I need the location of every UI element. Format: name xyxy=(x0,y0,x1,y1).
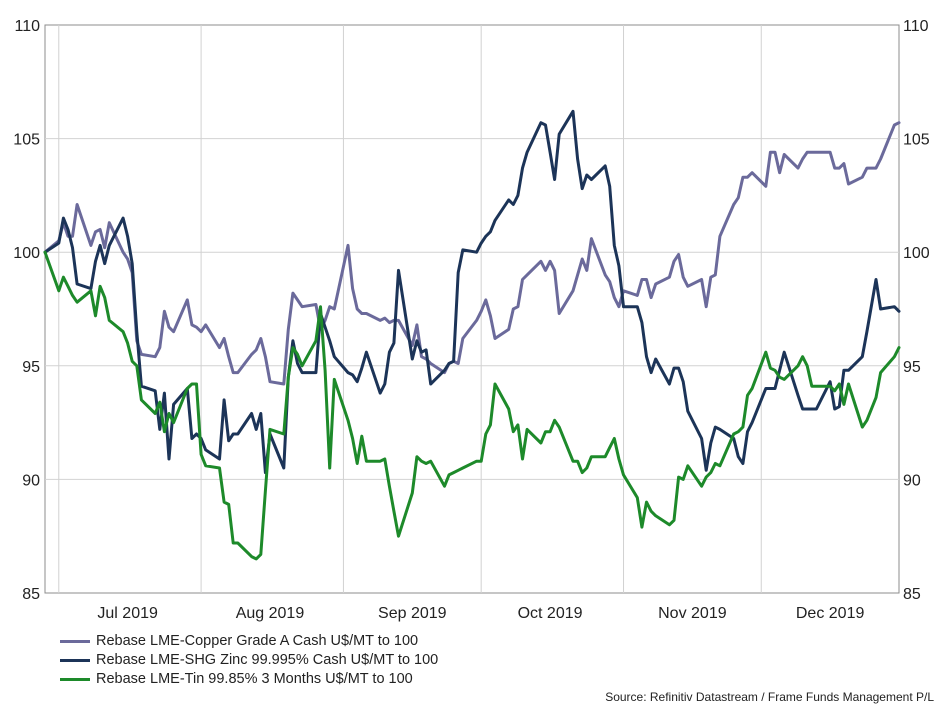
grid xyxy=(45,25,899,593)
x-tick-0: Jul 2019 xyxy=(97,605,158,622)
x-tick-5: Dec 2019 xyxy=(796,605,865,622)
y-tick-left-100: 100 xyxy=(13,245,40,262)
legend-item-zinc: Rebase LME-SHG Zinc 99.995% Cash U$/MT t… xyxy=(60,651,438,670)
y-tick-right-110: 110 xyxy=(903,18,929,35)
x-tick-4: Nov 2019 xyxy=(658,605,727,622)
y-tick-right-90: 90 xyxy=(903,472,921,489)
legend-item-tin: Rebase LME-Tin 99.85% 3 Months U$/MT to … xyxy=(60,670,438,689)
series-line-1 xyxy=(43,109,901,475)
y-tick-left-85: 85 xyxy=(22,586,40,603)
y-tick-left-95: 95 xyxy=(22,359,40,376)
series-group xyxy=(43,109,901,561)
legend-label-tin: Rebase LME-Tin 99.85% 3 Months U$/MT to … xyxy=(96,671,413,687)
x-tick-1: Aug 2019 xyxy=(236,605,305,622)
line-chart: 85 90 95 100 105 110 85 90 95 100 105 110 Jul 2019… xyxy=(13,18,930,622)
y-tick-left-110: 110 xyxy=(14,18,40,35)
legend-swatch-tin xyxy=(60,678,90,681)
legend: Rebase LME-Copper Grade A Cash U$/MT to … xyxy=(60,632,438,689)
legend-swatch-copper xyxy=(60,640,90,643)
y-tick-right-95: 95 xyxy=(903,359,921,376)
series-line-0 xyxy=(43,121,901,386)
y-axis-right: 85 90 95 100 105 110 xyxy=(903,18,930,603)
y-tick-right-100: 100 xyxy=(903,245,930,262)
x-tick-3: Oct 2019 xyxy=(518,605,583,622)
y-tick-right-85: 85 xyxy=(903,586,921,603)
legend-item-copper: Rebase LME-Copper Grade A Cash U$/MT to … xyxy=(60,632,438,651)
legend-label-copper: Rebase LME-Copper Grade A Cash U$/MT to … xyxy=(96,633,419,649)
y-tick-left-105: 105 xyxy=(13,132,40,149)
x-tick-2: Sep 2019 xyxy=(378,605,447,622)
y-tick-left-90: 90 xyxy=(22,472,40,489)
legend-label-zinc: Rebase LME-SHG Zinc 99.995% Cash U$/MT t… xyxy=(96,652,439,668)
legend-swatch-zinc xyxy=(60,659,90,662)
y-axis-left: 85 90 95 100 105 110 xyxy=(13,18,40,603)
y-tick-right-105: 105 xyxy=(903,132,930,149)
series-line-2 xyxy=(43,250,901,561)
x-axis: Jul 2019 Aug 2019 Sep 2019 Oct 2019 Nov 2019… xyxy=(97,605,864,622)
source-note: Source: Refinitiv Datastream / Frame Fun… xyxy=(605,690,934,704)
plot-area xyxy=(44,24,900,594)
